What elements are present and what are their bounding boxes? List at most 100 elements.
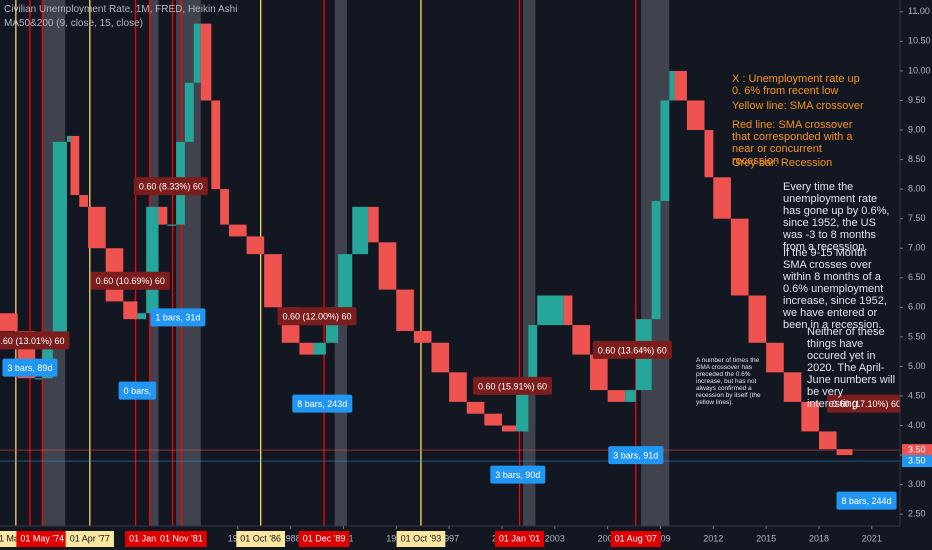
candle [0,313,18,331]
candle [413,330,432,343]
y-tick-label: 4.50 [908,390,926,400]
price-label: 3.50 [908,444,926,454]
x-tick-label: 2003 [545,533,565,543]
candle [484,413,502,426]
annotation: 0 bars, [118,381,157,400]
candle [378,242,397,290]
annotation: 0.60 (13.64%) 60 [592,340,672,359]
candle [686,100,705,131]
annotation-text: 0.60 (17.10%) 60 [832,399,901,409]
annotation-box [118,381,157,400]
note: Neither of these things have occured yet… [807,326,896,410]
price-label: 3.50 [908,455,926,465]
annotation-text: 0.60 (13.01%) 60 [0,336,64,346]
candle [572,325,591,355]
candle [246,236,265,255]
note: A number of times the SMA crossover has … [696,357,761,406]
annotation-text: 8 bars, 244d [842,496,892,506]
annotation: 8 bars, 243d [292,394,353,413]
candle [660,100,670,201]
y-tick-label: 10.50 [908,36,931,46]
candle [368,206,379,243]
candle [158,206,168,225]
annotation-text: 0.60 (10.69%) 60 [96,276,165,286]
candle [352,206,369,255]
date-label-box [65,531,114,547]
y-tick-label: 8.00 [908,183,926,193]
annotation-text: 0.60 (12.00%) 60 [283,312,352,322]
candle [146,206,159,314]
note: Every time the unemployment rate has gon… [783,181,890,253]
candle [431,342,450,373]
candle [625,390,636,402]
date-label: 01 Nov '81 [160,533,203,543]
candle [669,70,675,101]
candle [466,401,485,414]
candle [193,23,201,83]
annotation: 0.60 (17.10%) 60 [827,394,907,413]
x-tick-label: 2012 [703,533,723,543]
y-tick-label: 2.50 [908,509,926,519]
candle [35,378,43,380]
candle [818,431,837,450]
annotation-box [836,491,897,510]
candle [52,141,67,337]
date-label: 01 Dec '89 [303,533,346,543]
price-label-box [902,444,932,457]
annotation-box [277,307,357,326]
note: X : Unemployment rate up 0. 6% from rece… [732,73,860,97]
annotation: 1 bars, 31d [150,308,206,327]
annotation-text: 8 bars, 243d [297,399,347,409]
annotation: 3 bars, 91d [608,446,664,465]
candle [730,218,749,296]
candle [537,295,564,326]
date-label-box [610,531,661,547]
x-tick-label: 2006 [598,533,618,543]
annotation-box [608,446,664,465]
date-label: 01 Apr '77 [70,533,110,543]
candle [449,372,467,402]
annotation-text: 3 bars, 90d [495,470,540,480]
candle [228,224,247,237]
date-label: 01 May '74 [20,533,64,543]
annotation-text: 0.60 (13.64%) 60 [598,345,667,355]
x-tick-label: 2018 [809,533,829,543]
date-label-box [16,531,69,547]
date-label: 01 Jan '01 [499,533,540,543]
annotation-text: 0.60 (8.33%) 60 [139,182,203,192]
y-tick-label: 8.50 [908,154,926,164]
candle [184,82,194,142]
x-tick-label: 2021 [862,533,882,543]
candle [748,295,767,343]
annotation: 8 bars, 244d [836,491,897,510]
date-label: 01 Oct '86 [240,533,281,543]
y-tick-label: 6.50 [908,272,926,282]
candle [313,342,326,355]
date-label-box [494,531,545,547]
candle [713,177,731,219]
y-tick-label: 7.50 [908,213,926,223]
candle [42,336,53,379]
candle [88,206,106,249]
annotation-text: 1 bars, 31d [155,313,200,323]
annotation: 0.60 (15.91%) 60 [473,376,553,395]
annotation: 3 bars, 90d [490,465,546,484]
candle [704,130,714,178]
date-label-box [396,531,446,547]
y-tick-label: 5.50 [908,331,926,341]
annotation-box [473,376,553,395]
date-label-box [298,531,350,547]
annotation-box [0,331,70,350]
candle [167,224,177,226]
candle [590,354,608,391]
y-tick-label: 5.00 [908,361,926,371]
annotation-box [2,358,58,377]
candle [516,390,529,432]
annotation-text: 3 bars, 91d [613,450,658,460]
candle [674,70,687,101]
annotation: 3 bars, 89d [2,358,58,377]
candle [299,342,314,355]
note: Red line: SMA crossover that corresponde… [732,119,853,167]
